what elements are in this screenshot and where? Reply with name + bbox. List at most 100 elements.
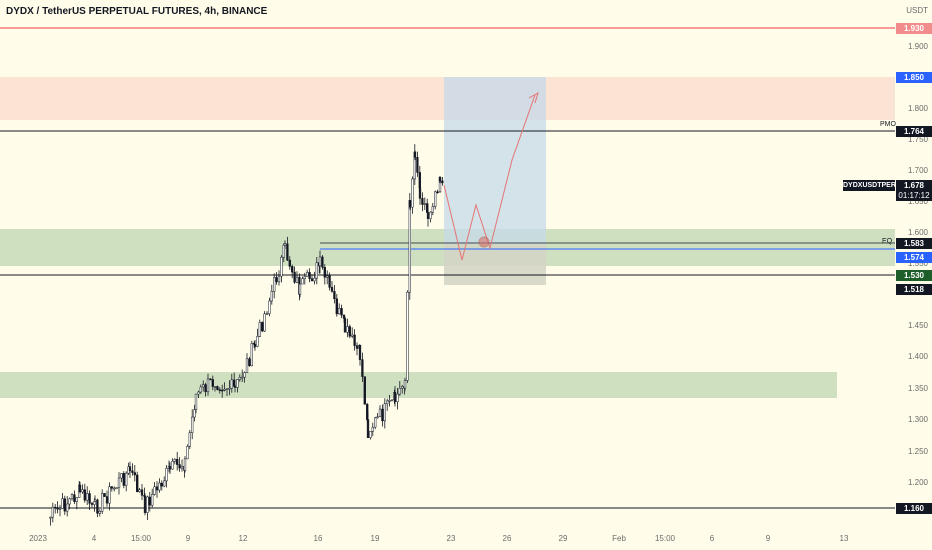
candle-body	[241, 376, 244, 379]
candle-body	[128, 466, 132, 472]
candle-body	[188, 432, 191, 447]
candle-body	[436, 191, 439, 194]
candle-body	[223, 389, 226, 391]
candle-body	[282, 244, 285, 258]
risk-reward-target[interactable]	[444, 77, 546, 244]
candle-body	[191, 416, 194, 433]
candle-body	[88, 493, 91, 504]
candle-body	[383, 403, 386, 422]
time-axis[interactable]: 2023 4 15:00 9 12 16 19 23 26 29 Feb 15:…	[0, 528, 895, 550]
candle-body	[338, 308, 341, 315]
candle-body	[416, 157, 419, 173]
candle-body	[301, 278, 304, 285]
candle-body	[151, 494, 154, 506]
candle-body	[165, 467, 168, 482]
candle-body	[369, 430, 372, 438]
candle-body	[378, 408, 382, 418]
pmo-label: PMO	[880, 121, 896, 128]
time-tick: 6	[709, 534, 715, 543]
candle-body	[138, 489, 141, 492]
price-tag-eq: 1.583	[896, 238, 932, 249]
candle-body	[366, 419, 370, 438]
candle-body	[238, 377, 241, 380]
candle-body	[286, 243, 289, 261]
price-tick: 1.200	[907, 478, 928, 487]
candle-body	[330, 287, 334, 292]
candle-body	[171, 461, 174, 470]
candle-body	[413, 151, 417, 158]
candle-body	[183, 458, 187, 471]
candle-body	[270, 290, 273, 302]
time-tick: 15:00	[654, 534, 676, 543]
candle-body	[213, 386, 217, 388]
time-tick: 12	[238, 534, 248, 543]
time-tick: 16	[313, 534, 323, 543]
price-tick: 1.300	[907, 415, 928, 424]
price-tag-green: 1.530	[896, 270, 932, 281]
price-tag-bottom: 1.160	[896, 503, 932, 514]
candle-body	[418, 187, 422, 199]
candle-body	[268, 300, 271, 314]
price-tick: 1.600	[907, 228, 928, 237]
candle-body	[333, 291, 336, 300]
price-tag-pmo: 1.764	[896, 126, 932, 137]
candle-body	[131, 470, 134, 473]
candle-body	[98, 510, 101, 514]
candle-body	[105, 496, 109, 504]
symbol-tag: DYDXUSDTPERP	[843, 180, 901, 191]
price-tick: 1.350	[907, 384, 928, 393]
risk-reward-stop[interactable]	[444, 244, 546, 285]
candle-body	[421, 198, 424, 205]
price-tick: 1.250	[907, 447, 928, 456]
candle-body	[245, 358, 249, 373]
candle-body	[326, 275, 329, 278]
time-tick: 26	[502, 534, 512, 543]
candle-body	[204, 384, 207, 393]
candle-body	[310, 278, 314, 282]
candle-body	[371, 426, 374, 432]
candle-body	[153, 486, 156, 495]
candle-body	[315, 262, 318, 279]
candle-body	[408, 200, 411, 293]
candle-body	[321, 256, 324, 268]
candle-body	[308, 272, 311, 279]
time-tick: 29	[558, 534, 568, 543]
time-tick: 9	[765, 534, 771, 543]
price-axis[interactable]: USDT 1.900 1.800 1.750 1.700 1.650 1.600…	[895, 0, 932, 528]
candle-body	[125, 472, 128, 486]
candle-body	[411, 178, 414, 208]
candle-body	[230, 379, 233, 389]
candle-body	[351, 334, 354, 337]
candle-body	[280, 256, 283, 277]
candle-body	[429, 211, 432, 219]
candle-body	[313, 277, 316, 282]
candle-body	[180, 465, 184, 469]
candle-body	[63, 498, 66, 512]
price-tag-blue: 1.574	[896, 252, 932, 263]
candles	[49, 144, 444, 526]
price-projection	[443, 94, 536, 261]
candle-body	[358, 344, 362, 360]
candle-body	[155, 486, 159, 491]
candle-body	[441, 180, 444, 184]
candle-body	[202, 384, 205, 388]
candle-body	[376, 416, 379, 419]
candle-body	[396, 393, 399, 403]
candle-body	[293, 271, 296, 283]
candle-body	[199, 386, 202, 393]
candle-body	[388, 400, 391, 402]
candle-body	[136, 474, 139, 492]
candle-body	[209, 378, 212, 381]
candle-body	[233, 386, 237, 388]
candle-body	[275, 277, 278, 283]
candle-body	[258, 322, 261, 337]
candle-body	[110, 486, 113, 489]
candle-body	[225, 388, 229, 390]
candle-body	[140, 489, 144, 496]
candle-body	[78, 484, 82, 493]
candle-body	[406, 291, 409, 381]
price-tick: 1.400	[907, 352, 928, 361]
candle-body	[390, 399, 394, 402]
